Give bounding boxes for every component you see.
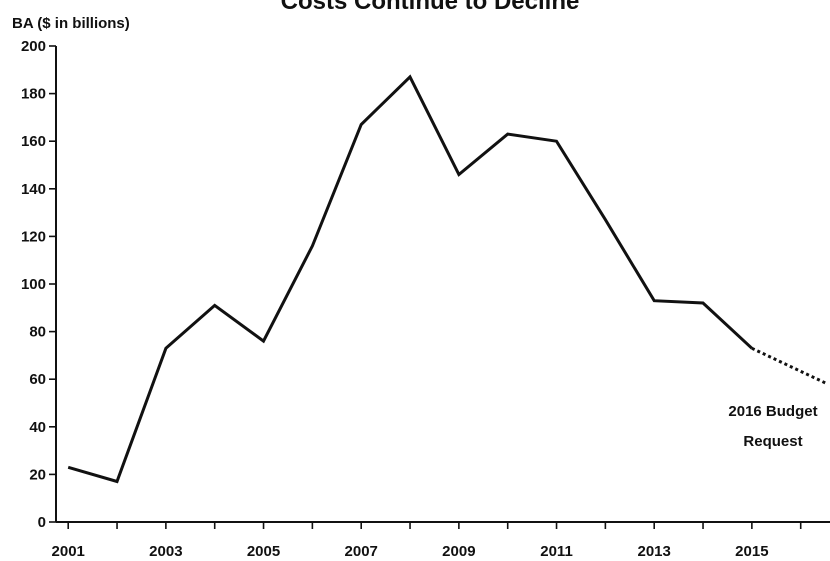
y-tick-label: 160 <box>21 133 46 150</box>
x-tick-label: 2009 <box>442 543 475 560</box>
series-group <box>67 74 829 484</box>
y-tick-label: 80 <box>29 324 46 341</box>
y-tick-label: 180 <box>21 86 46 103</box>
annotation-line-2: Request <box>743 433 802 450</box>
series-line-projected <box>751 346 829 386</box>
ticks: 0 20 40 60 80 100 120 140 160 180 200 2001 2003 2005 2… <box>21 38 802 560</box>
x-tick-label: 2007 <box>345 543 378 560</box>
y-tick-label: 40 <box>29 419 46 436</box>
x-tick-label: 2003 <box>149 543 182 560</box>
series-line <box>67 74 753 484</box>
x-tick-label: 2001 <box>52 543 85 560</box>
y-tick-label: 20 <box>29 466 46 483</box>
x-tick-label: 2013 <box>638 543 671 560</box>
y-tick-label: 140 <box>21 181 46 198</box>
y-tick-label: 120 <box>21 228 46 245</box>
axes <box>55 46 830 523</box>
y-axis-label: BA ($ in billions) <box>12 15 130 32</box>
chart-title: Costs Continue to Decline <box>281 0 580 15</box>
y-tick-label: 100 <box>21 276 46 293</box>
y-tick-label: 200 <box>21 38 46 55</box>
x-tick-label: 2015 <box>735 543 768 560</box>
annotation-line-1: 2016 Budget <box>728 403 817 420</box>
x-tick-label: 2011 <box>540 543 573 560</box>
y-tick-label: 0 <box>38 514 46 531</box>
x-tick-label: 2005 <box>247 543 280 560</box>
y-tick-label: 60 <box>29 371 46 388</box>
